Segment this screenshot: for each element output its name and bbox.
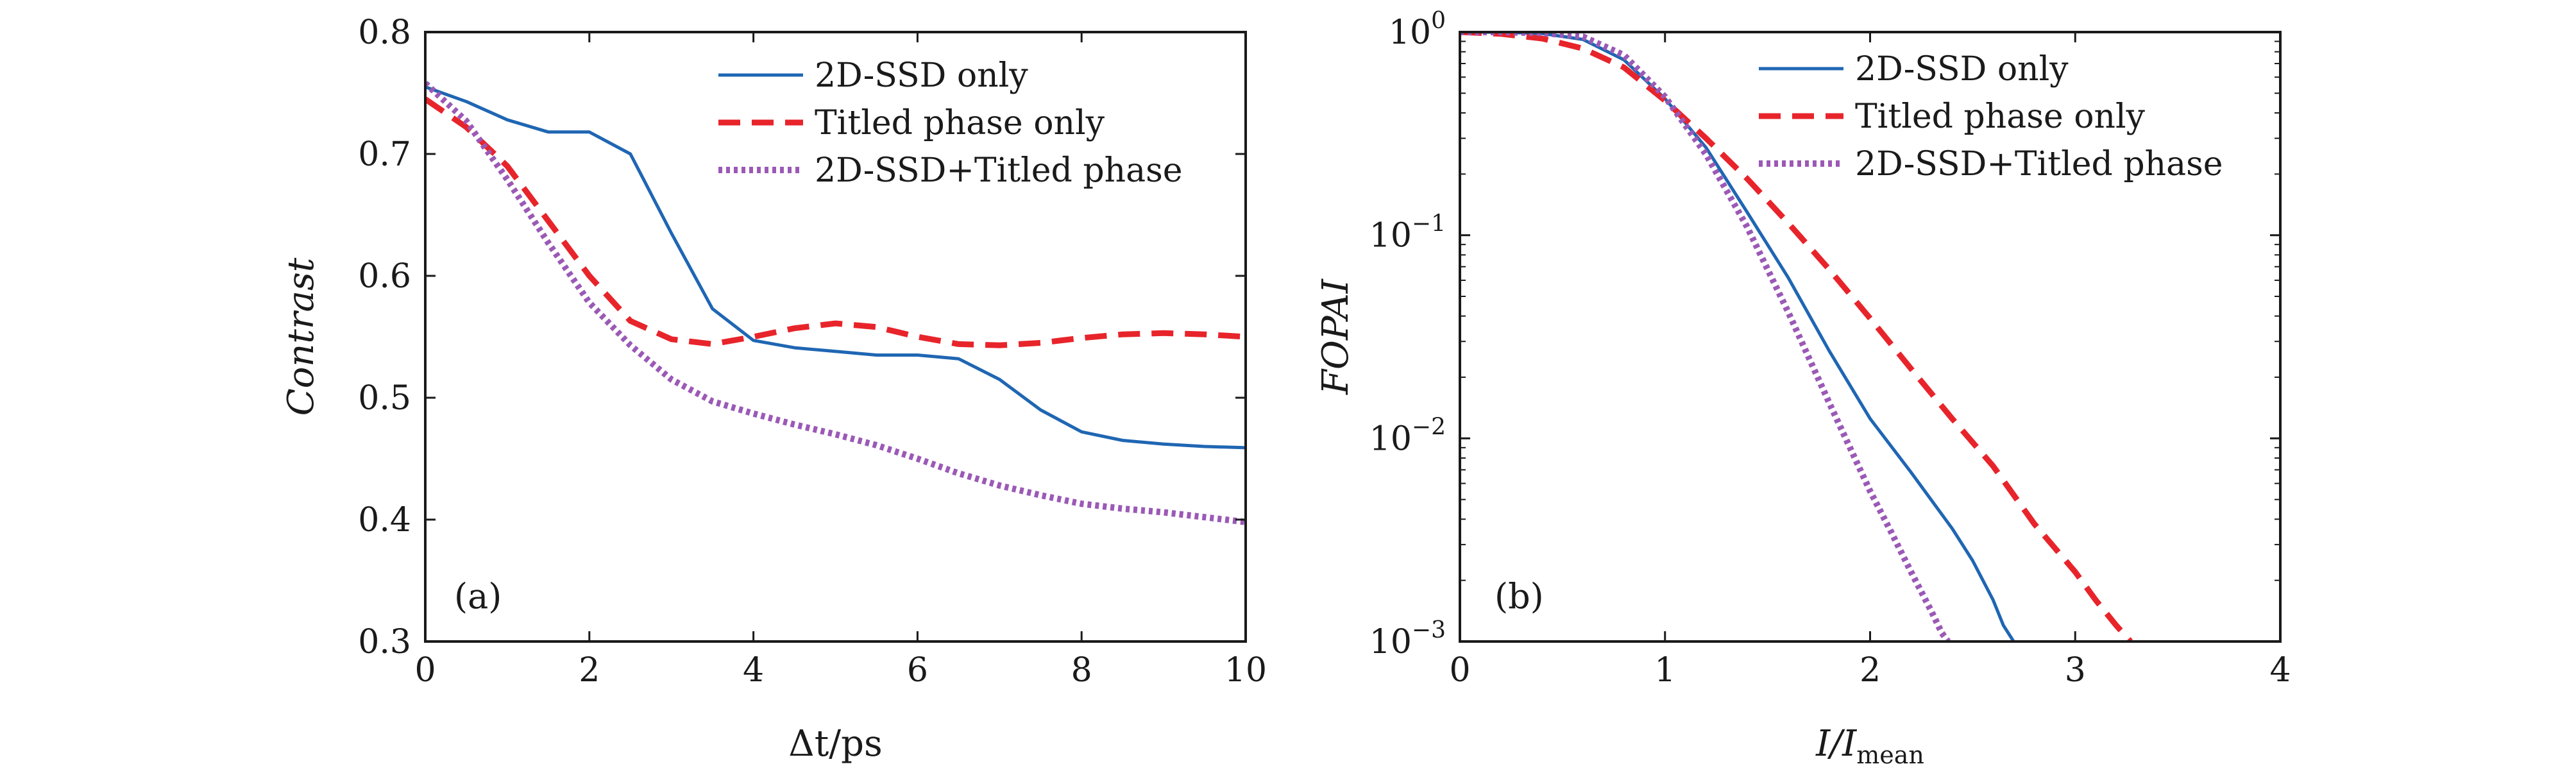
panel-a-plot-area: [425, 81, 1246, 525]
panel-b-plot-area: [1460, 32, 2133, 641]
panel-b-y-axis-label: FOPAI: [1315, 278, 1357, 395]
panel-b-x-tick-label: 2: [1860, 651, 1881, 690]
panel-a-y-tick-label: 0.8: [358, 13, 411, 52]
panel-a-y-tick-label: 0.7: [358, 135, 411, 174]
panel-a-y-tick-label: 0.6: [358, 257, 411, 296]
panel-a-x-tick-label: 2: [579, 651, 600, 690]
panel-b-y-tick-label: 100: [1389, 8, 1446, 52]
panel-a-y-axis-label: Contrast: [280, 257, 322, 416]
panel-a-y-tick-label: 0.4: [358, 501, 411, 539]
panel-b-x-axis-label: I/Imean: [1815, 723, 1924, 769]
panel-b-fopai-chart: 0 1 2 3 4 10−3 10−2 10−1 100 (b) I/Imean FOPAI 2…: [1315, 8, 2291, 769]
panel-a-legend-label-1: 2D-SSD only: [815, 56, 1028, 95]
panel-a-ticks: 0 2 4 6 8 10 0.3 0.4 0.5 0.6 0.7 0.8: [358, 13, 1267, 690]
panel-a-x-tick-label: 4: [743, 651, 764, 690]
panel-b-x-tick-label: 4: [2269, 651, 2291, 690]
panel-b-y-tick-label: 10−2: [1369, 414, 1446, 458]
panel-a-x-tick-label: 6: [907, 651, 928, 690]
panel-a-tag: (a): [454, 576, 502, 616]
panel-a-x-tick-label: 10: [1224, 651, 1267, 690]
panel-b-series-3-line: [1460, 32, 1951, 641]
panel-b-legend-label-1: 2D-SSD only: [1855, 50, 2069, 89]
panel-b-legend-label-2: Titled phase only: [1855, 98, 2146, 136]
panel-a-y-tick-label: 0.3: [358, 623, 411, 661]
panel-a-x-axis-label: Δt/ps: [788, 723, 882, 765]
panel-a-series-2-line: [425, 96, 1246, 348]
panel-a-legend: 2D-SSD only Titled phase only 2D-SSD+Title…: [718, 56, 1183, 190]
panel-b-x-tick-label: 0: [1449, 651, 1470, 690]
panel-b-ticks: 0 1 2 3 4 10−3 10−2 10−1 100: [1369, 8, 2291, 690]
panel-a-x-tick-label: 0: [414, 651, 436, 690]
panel-b-y-tick-label: 10−1: [1369, 211, 1446, 255]
panel-b-x-tick-label: 1: [1654, 651, 1675, 690]
panel-b-legend: 2D-SSD only Titled phase only 2D-SSD+Title…: [1759, 50, 2223, 183]
panel-a-series-1-line: [425, 85, 1246, 450]
panel-b-x-axis-label-sub: mean: [1856, 741, 1924, 769]
panel-a-legend-label-2: Titled phase only: [815, 104, 1105, 142]
panel-b-x-tick-label: 3: [2065, 651, 2086, 690]
panel-a-frame: [424, 31, 1247, 643]
panel-a-series-3-line: [425, 81, 1246, 525]
panel-b-x-axis-label-main: I/I: [1815, 723, 1858, 765]
panel-b-legend-label-3: 2D-SSD+Titled phase: [1855, 145, 2223, 183]
panel-a-y-tick-label: 0.5: [358, 379, 411, 418]
panel-a-legend-label-3: 2D-SSD+Titled phase: [815, 151, 1183, 190]
panel-b-series-2-line: [1460, 32, 2133, 641]
panel-b-y-tick-label: 10−3: [1369, 617, 1446, 661]
panel-b-tag: (b): [1495, 576, 1544, 616]
panel-a-contrast-chart: 0 2 4 6 8 10 0.3 0.4 0.5 0.6 0.7 0.8 (a) Δt/ps Cont…: [280, 13, 1267, 765]
panel-a-x-tick-label: 8: [1071, 651, 1092, 690]
